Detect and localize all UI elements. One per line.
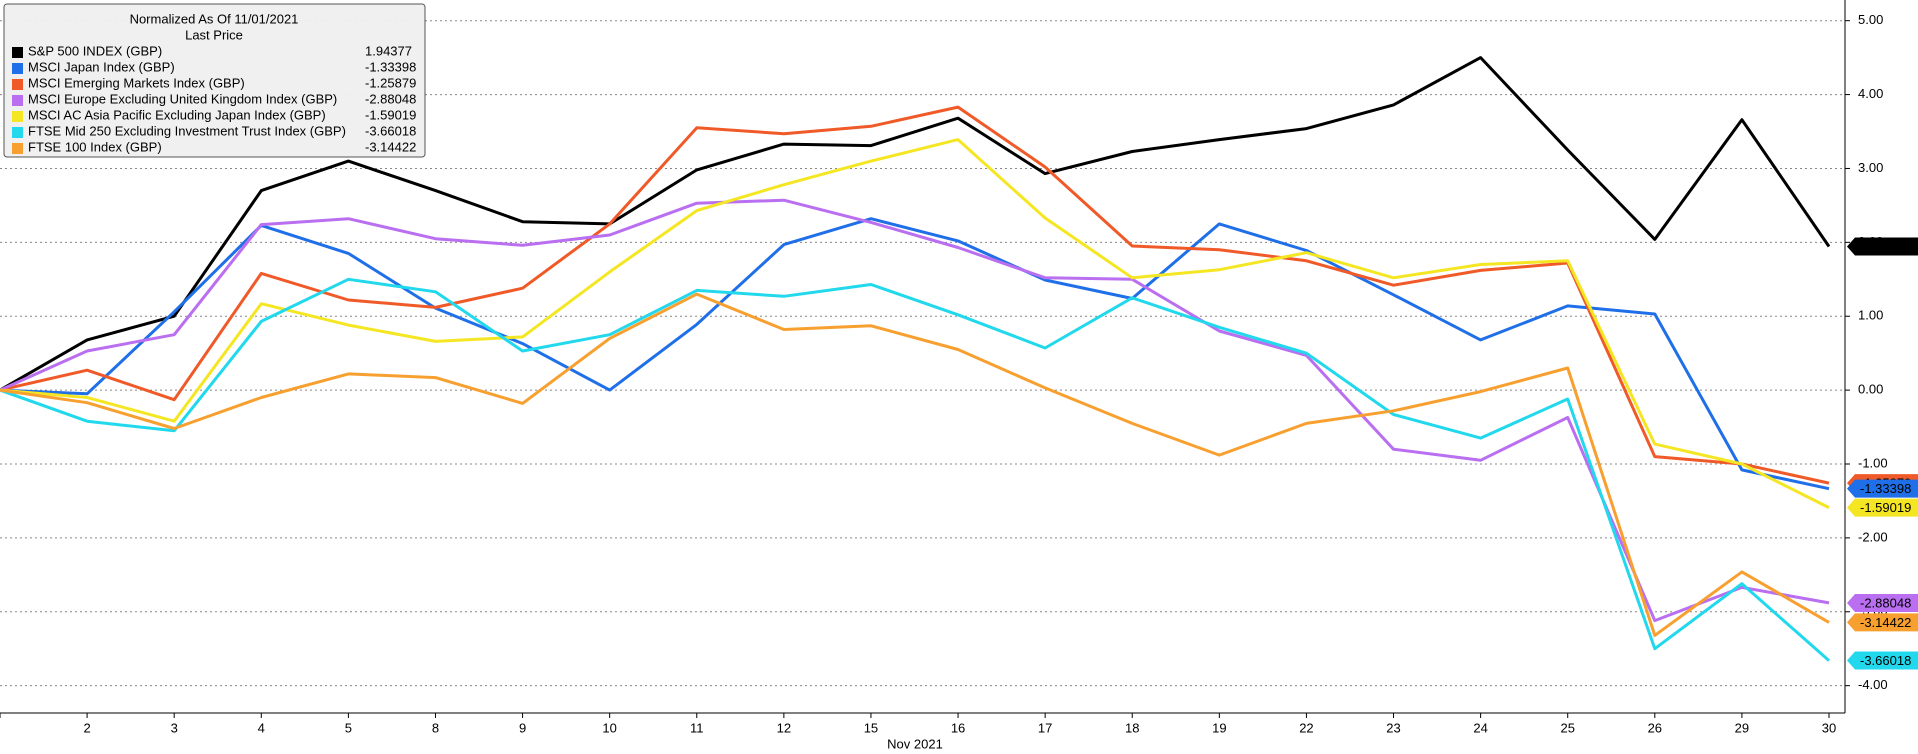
legend-value: 1.94377 <box>365 43 412 58</box>
x-tick-label: 15 <box>864 720 878 735</box>
last-value-label: 1.94377 <box>1860 239 1907 254</box>
x-tick-label: 26 <box>1648 720 1662 735</box>
y-tick-label: 0.00 <box>1858 382 1883 397</box>
legend-swatch <box>12 111 23 122</box>
y-tick-label: 1.00 <box>1858 308 1883 323</box>
x-tick-label: 16 <box>951 720 965 735</box>
legend-label: FTSE Mid 250 Excluding Investment Trust … <box>28 123 346 138</box>
legend-label: S&P 500 INDEX (GBP) <box>28 43 162 58</box>
last-value-tag <box>1847 498 1918 517</box>
x-tick-label: 23 <box>1386 720 1400 735</box>
series-line <box>0 277 1830 662</box>
legend-subtitle: Last Price <box>185 27 243 42</box>
legend-value: -1.25879 <box>365 75 416 90</box>
legend-swatch <box>12 95 23 106</box>
last-value-label: -1.33398 <box>1860 481 1911 496</box>
x-tick-label: 19 <box>1212 720 1226 735</box>
x-tick-label: 30 <box>1822 720 1836 735</box>
legend-title: Normalized As Of 11/01/2021 <box>130 11 299 26</box>
x-tick-label: 29 <box>1735 720 1749 735</box>
y-tick-label: -1.00 <box>1858 455 1888 470</box>
x-tick-label: 12 <box>777 720 791 735</box>
last-value-tag <box>1847 651 1918 670</box>
y-tick-label: -4.00 <box>1858 677 1888 692</box>
legend-value: -2.88048 <box>365 91 416 106</box>
y-tick-label: -2.00 <box>1858 529 1888 544</box>
x-tick-label: 11 <box>690 720 704 735</box>
y-tick-label: 5.00 <box>1858 12 1883 27</box>
last-value-tag <box>1847 237 1918 256</box>
last-value-tag <box>1847 479 1918 498</box>
legend-label: MSCI Europe Excluding United Kingdom Ind… <box>28 91 337 106</box>
legend-swatch <box>12 143 23 154</box>
x-tick-label: 24 <box>1473 720 1487 735</box>
x-tick-label: 22 <box>1299 720 1313 735</box>
x-tick-label: 17 <box>1038 720 1052 735</box>
x-tick-label: 3 <box>171 720 178 735</box>
last-value-label: -3.66018 <box>1860 653 1911 668</box>
legend-swatch <box>12 127 23 138</box>
series-line <box>0 217 1830 491</box>
x-tick-label: 4 <box>258 720 265 735</box>
x-tick-label: 8 <box>432 720 439 735</box>
x-tick-label: 25 <box>1560 720 1574 735</box>
series-line <box>0 56 1831 392</box>
x-tick-label: 18 <box>1125 720 1139 735</box>
legend-value: -3.14422 <box>365 139 416 154</box>
series-line <box>0 138 1830 509</box>
last-value-label: -2.88048 <box>1860 595 1911 610</box>
last-value-tag <box>1847 593 1918 612</box>
series-line <box>0 292 1830 637</box>
series-line <box>0 198 1830 623</box>
last-value-tag <box>1847 613 1918 632</box>
y-tick-label: 4.00 <box>1858 86 1883 101</box>
x-tick-label: 9 <box>519 720 526 735</box>
legend-label: FTSE 100 Index (GBP) <box>28 139 162 154</box>
legend-label: MSCI AC Asia Pacific Excluding Japan Ind… <box>28 107 326 122</box>
x-tick-label: 10 <box>602 720 616 735</box>
x-tick-label: 5 <box>345 720 352 735</box>
legend-value: -1.33398 <box>365 59 416 74</box>
legend-label: MSCI Japan Index (GBP) <box>28 59 175 74</box>
legend-swatch <box>12 47 23 58</box>
legend-value: -3.66018 <box>365 123 416 138</box>
series-line <box>0 105 1830 485</box>
legend-label: MSCI Emerging Markets Index (GBP) <box>28 75 245 90</box>
x-tick-label: 2 <box>83 720 90 735</box>
legend-value: -1.59019 <box>365 107 416 122</box>
last-value-label: -3.14422 <box>1860 615 1911 630</box>
legend-swatch <box>12 63 23 74</box>
legend-swatch <box>12 79 23 90</box>
x-axis-label: Nov 2021 <box>887 736 943 751</box>
legend-box <box>3 3 426 158</box>
last-value-label: -1.59019 <box>1860 500 1911 515</box>
y-tick-label: 3.00 <box>1858 160 1883 175</box>
